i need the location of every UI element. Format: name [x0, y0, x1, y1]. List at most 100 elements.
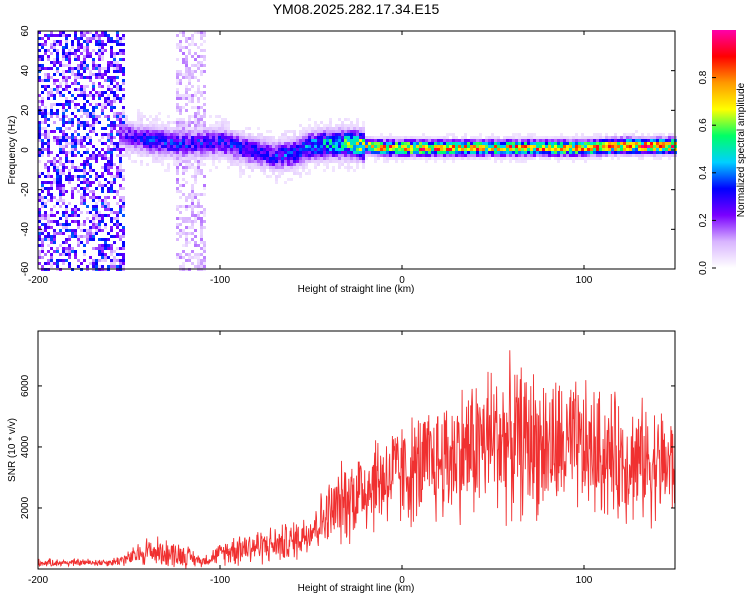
heatmap-cell [491, 139, 494, 142]
heatmap-cell [584, 142, 587, 145]
heatmap-cell [341, 145, 344, 148]
heatmap-cell [191, 142, 194, 145]
heatmap-cell [179, 217, 182, 220]
heatmap-cell [161, 148, 164, 151]
heatmap-cell [233, 157, 236, 160]
heatmap-cell [95, 115, 98, 118]
heatmap-cell [47, 151, 50, 154]
heatmap-cell [599, 151, 602, 154]
heatmap-cell [542, 157, 545, 160]
heatmap-cell [41, 139, 44, 142]
heatmap-cell [41, 244, 44, 247]
heatmap-cell [626, 139, 629, 142]
heatmap-cell [116, 130, 119, 133]
heatmap-cell [380, 145, 383, 148]
heatmap-cell [119, 70, 122, 73]
heatmap-cell [563, 148, 566, 151]
spectrogram-y-tick-label: 20 [20, 104, 31, 116]
heatmap-cell [314, 148, 317, 151]
heatmap-cell [485, 145, 488, 148]
heatmap-cell [86, 241, 89, 244]
heatmap-cell [209, 124, 212, 127]
heatmap-cell [317, 151, 320, 154]
heatmap-cell [320, 160, 323, 163]
heatmap-cell [350, 130, 353, 133]
heatmap-cell [212, 142, 215, 145]
heatmap-cell [149, 142, 152, 145]
heatmap-cell [197, 46, 200, 49]
heatmap-cell [563, 157, 566, 160]
heatmap-cell [482, 139, 485, 142]
heatmap-cell [188, 253, 191, 256]
heatmap-cell [461, 145, 464, 148]
heatmap-cell [65, 220, 68, 223]
heatmap-cell [95, 265, 98, 268]
heatmap-cell [557, 148, 560, 151]
heatmap-cell [53, 64, 56, 67]
heatmap-cell [203, 175, 206, 178]
heatmap-cell [401, 154, 404, 157]
heatmap-cell [620, 148, 623, 151]
heatmap-cell [317, 142, 320, 145]
heatmap-cell [152, 118, 155, 121]
heatmap-cell [41, 91, 44, 94]
heatmap-cell [104, 202, 107, 205]
heatmap-cell [659, 136, 662, 139]
heatmap-cell [50, 184, 53, 187]
heatmap-cell [257, 163, 260, 166]
heatmap-cell [92, 49, 95, 52]
snr-y-tick-label: 2000 [20, 496, 31, 519]
heatmap-cell [434, 145, 437, 148]
heatmap-cell [581, 133, 584, 136]
heatmap-cell [191, 220, 194, 223]
heatmap-cell [122, 70, 125, 73]
heatmap-cell [299, 151, 302, 154]
heatmap-cell [110, 121, 113, 124]
heatmap-cell [50, 256, 53, 259]
heatmap-cell [530, 157, 533, 160]
heatmap-cell [203, 247, 206, 250]
heatmap-cell [65, 190, 68, 193]
heatmap-cell [152, 136, 155, 139]
heatmap-cell [572, 142, 575, 145]
heatmap-cell [176, 190, 179, 193]
heatmap-cell [182, 31, 185, 34]
heatmap-cell [275, 160, 278, 163]
heatmap-cell [560, 142, 563, 145]
heatmap-cell [104, 127, 107, 130]
heatmap-cell [65, 238, 68, 241]
heatmap-cell [200, 169, 203, 172]
heatmap-cell [56, 115, 59, 118]
heatmap-cell [83, 229, 86, 232]
heatmap-cell [188, 115, 191, 118]
heatmap-cell [185, 40, 188, 43]
heatmap-cell [524, 151, 527, 154]
heatmap-cell [53, 73, 56, 76]
heatmap-cell [467, 151, 470, 154]
heatmap-cell [518, 160, 521, 163]
heatmap-cell [527, 154, 530, 157]
heatmap-cell [176, 109, 179, 112]
heatmap-cell [200, 226, 203, 229]
heatmap-cell [503, 139, 506, 142]
heatmap-cell [44, 76, 47, 79]
heatmap-cell [134, 151, 137, 154]
heatmap-cell [110, 61, 113, 64]
heatmap-cell [101, 136, 104, 139]
heatmap-cell [344, 124, 347, 127]
heatmap-cell [374, 151, 377, 154]
heatmap-cell [86, 172, 89, 175]
heatmap-cell [197, 160, 200, 163]
heatmap-cell [53, 88, 56, 91]
heatmap-cell [107, 70, 110, 73]
heatmap-cell [581, 148, 584, 151]
heatmap-cell [287, 157, 290, 160]
heatmap-cell [284, 160, 287, 163]
heatmap-cell [395, 145, 398, 148]
heatmap-cell [119, 85, 122, 88]
heatmap-cell [203, 244, 206, 247]
heatmap-cell [650, 136, 653, 139]
heatmap-cell [71, 121, 74, 124]
heatmap-cell [668, 157, 671, 160]
heatmap-cell [53, 232, 56, 235]
